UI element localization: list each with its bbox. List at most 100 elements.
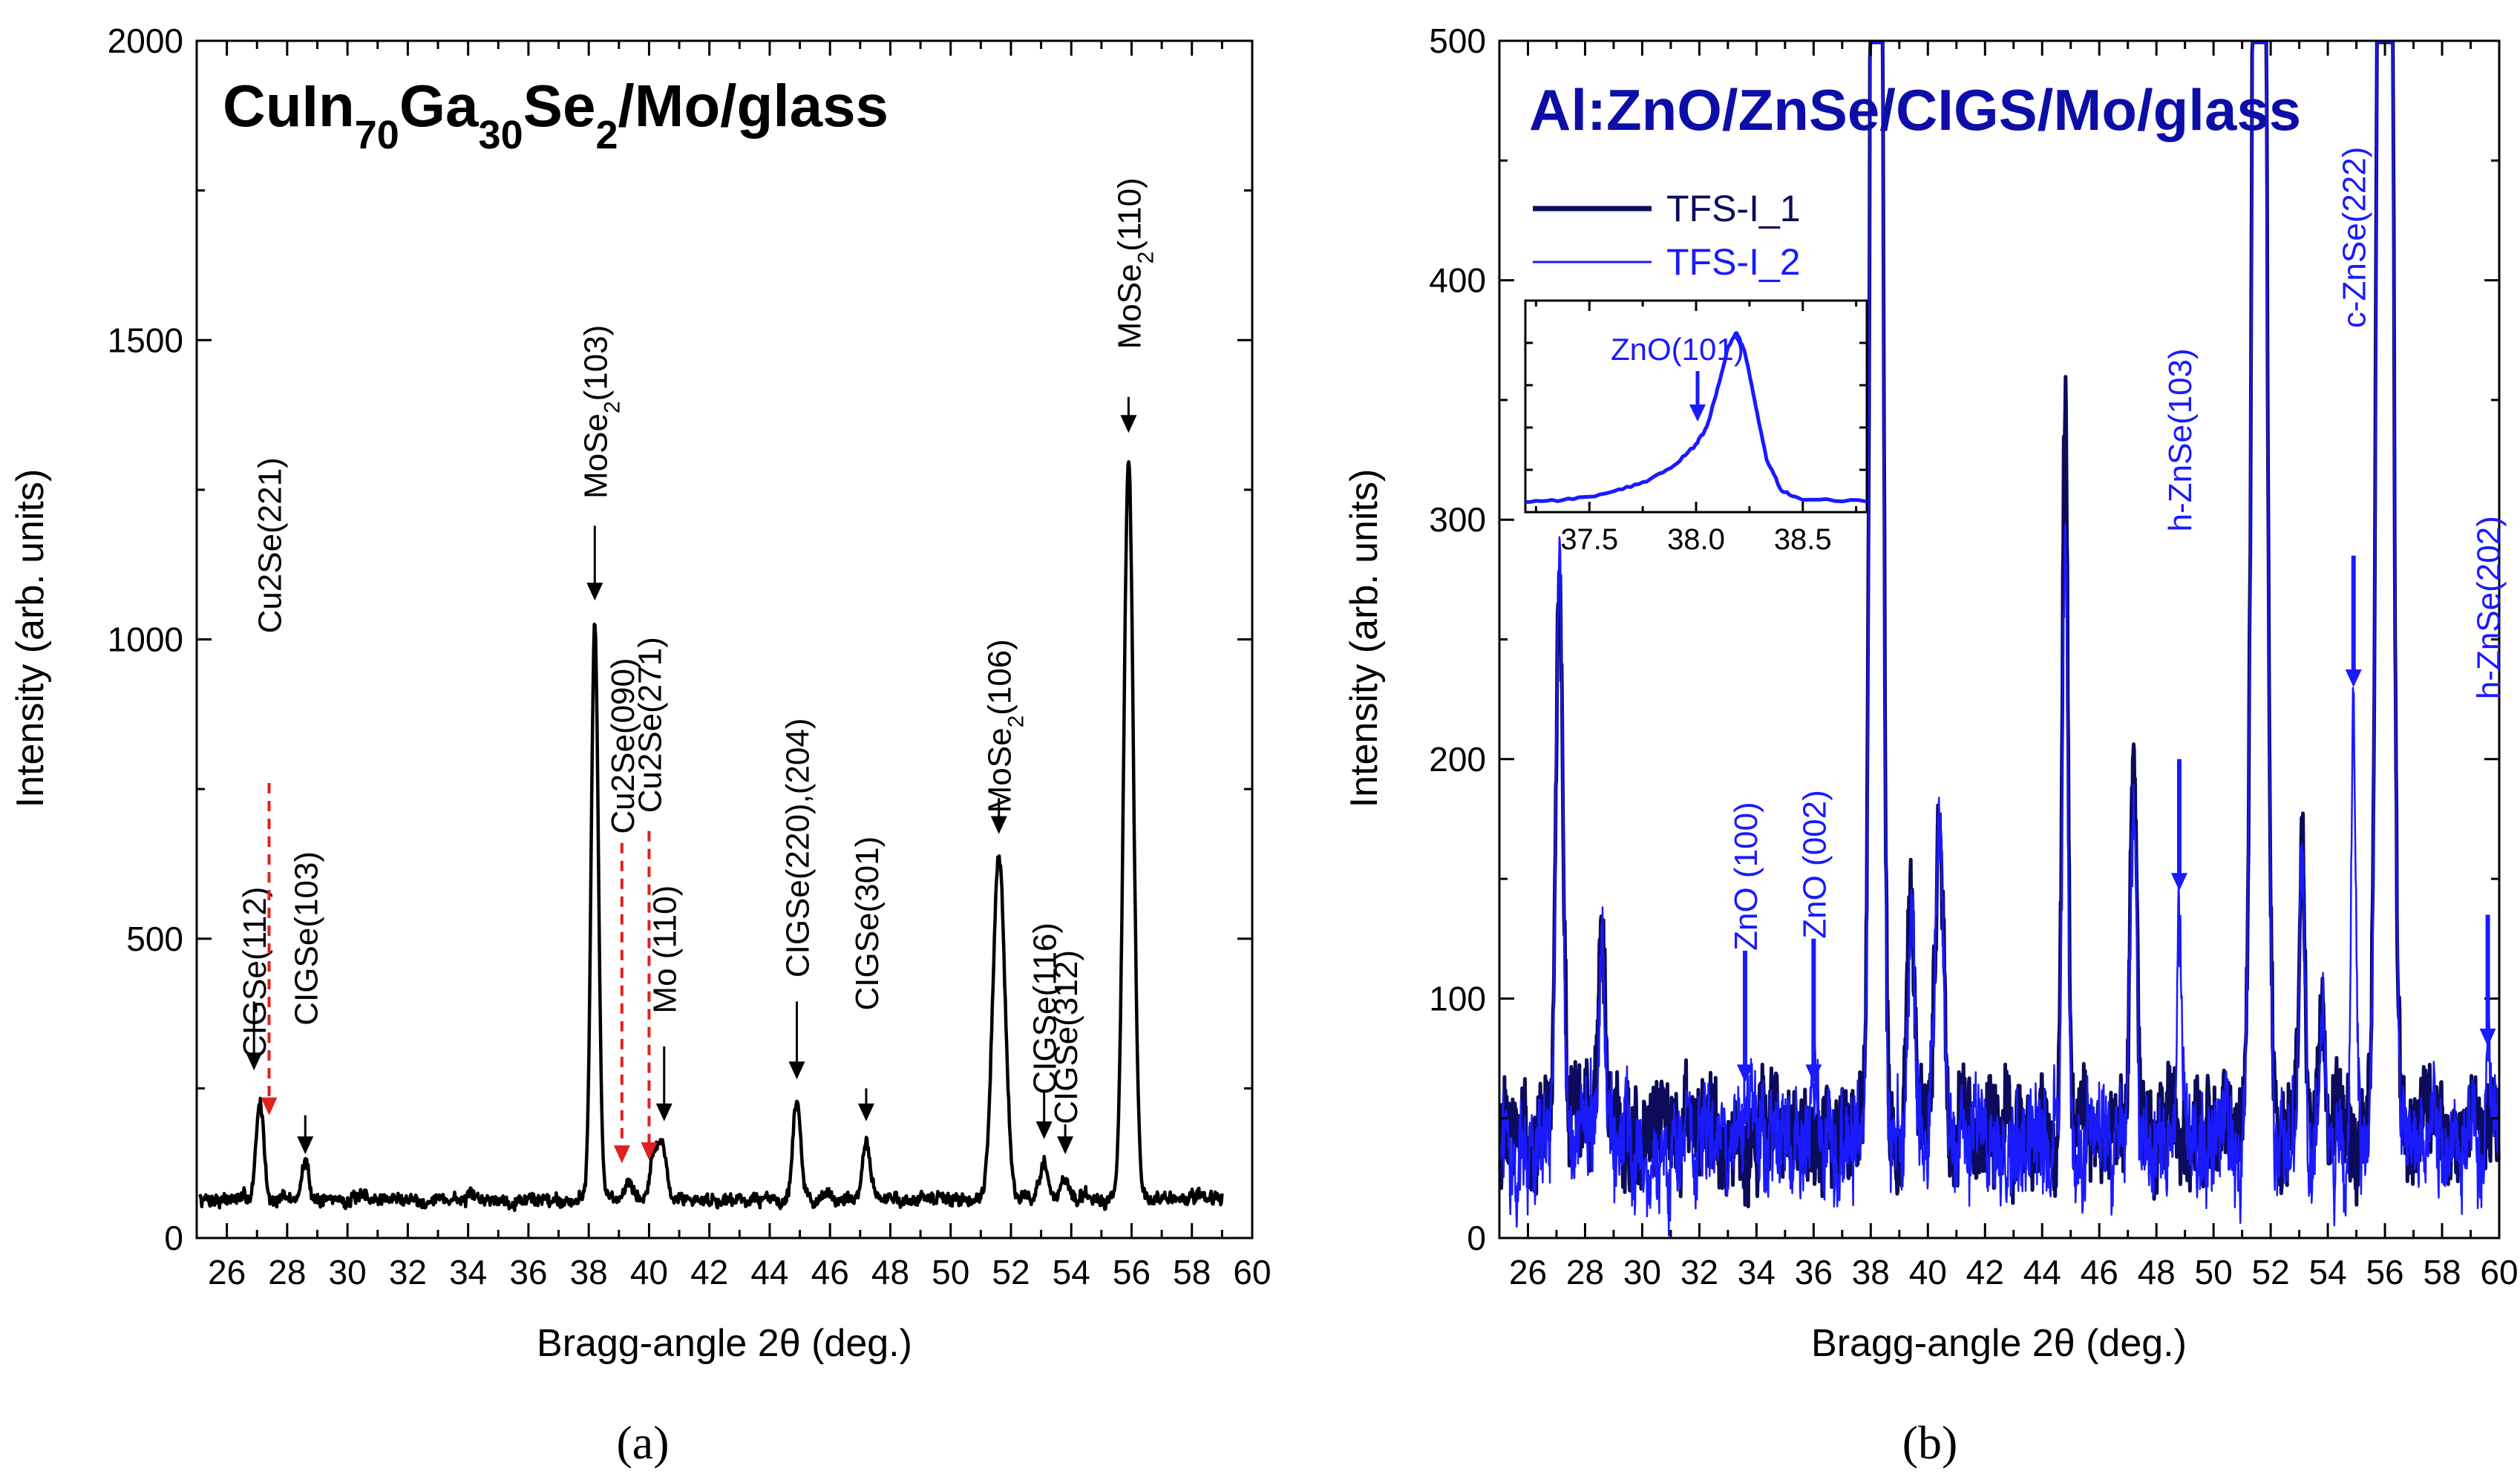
- panel-label-b: (b): [1902, 1416, 1958, 1469]
- annotation-arrow-head: [1805, 1064, 1822, 1083]
- annotation-label-cigse-220-204: CIGSe(220),(204): [780, 718, 816, 977]
- inset-arrow-head: [1689, 405, 1706, 422]
- annotation-label-cigse-103: CIGSe(103): [288, 851, 324, 1026]
- annotation-label-zno-100: ZnO (100): [1728, 802, 1764, 951]
- y-axis-label: Intensity (arb. units): [1343, 469, 1386, 808]
- x-tick-label: 30: [329, 1253, 367, 1291]
- y-tick-label: 0: [164, 1219, 183, 1257]
- x-tick-label: 34: [449, 1253, 487, 1291]
- annotation-arrow-head: [297, 1136, 314, 1155]
- y-tick-label: 500: [1429, 22, 1486, 60]
- annotation-arrow-head: [1120, 415, 1137, 433]
- x-tick-label: 48: [2138, 1253, 2176, 1291]
- x-tick-label: 50: [932, 1253, 969, 1291]
- x-tick-label: 32: [389, 1253, 427, 1291]
- annotation-label-zno-002: ZnO (002): [1796, 790, 1833, 939]
- x-tick-label: 36: [1795, 1253, 1833, 1291]
- x-axis-label: Bragg-angle 2θ (deg.): [537, 1322, 912, 1365]
- legend-label-tfs-i-1: TFS-I_1: [1666, 188, 1801, 229]
- annotation-arrow-head: [641, 1142, 658, 1161]
- x-tick-label: 42: [1966, 1253, 2004, 1291]
- x-tick-label: 54: [1053, 1253, 1090, 1291]
- x-tick-label: 46: [811, 1253, 849, 1291]
- legend-label-tfs-i-2: TFS-I_2: [1666, 241, 1801, 283]
- annotation-arrow-head: [586, 583, 603, 601]
- annotation-arrow-head: [1736, 1064, 1753, 1083]
- x-tick-label: 36: [509, 1253, 547, 1291]
- x-tick-label: 52: [992, 1253, 1030, 1291]
- y-tick-label: 500: [126, 920, 183, 958]
- annotation-label-cigse-116: CIGSe(116): [1027, 923, 1064, 1095]
- x-tick-label: 38: [570, 1253, 608, 1291]
- series-line-tfs-i-2: [1499, 41, 2500, 1237]
- chart-panel-a: 26 28 30 32 34 36 38 40 42 44 46 48 50 52 54 56 58 60 0 500…: [9, 22, 1272, 1469]
- x-tick-label: 32: [1680, 1253, 1718, 1291]
- y-tick-label: 200: [1429, 740, 1486, 779]
- panel-label-a: (a): [616, 1416, 669, 1469]
- x-tick-label: 40: [630, 1253, 668, 1291]
- annotation-label-c-znse-222: c-ZnSe(222): [2337, 147, 2373, 329]
- x-tick-label: 44: [2023, 1253, 2061, 1291]
- series-line-cigs: [198, 460, 1224, 1212]
- inset-annotation-label: ZnO(101): [1611, 332, 1744, 367]
- annotation-arrow-head: [788, 1061, 805, 1080]
- y-tick-label: 2000: [108, 22, 183, 60]
- y-axis-label: Intensity (arb. units): [9, 469, 52, 808]
- annotation-arrow-head: [1057, 1136, 1074, 1155]
- annotation-arrow-head: [857, 1103, 874, 1121]
- annotation-arrow-head: [2479, 1028, 2496, 1047]
- annotation-arrow-head: [2170, 873, 2187, 891]
- x-tick-label: 56: [2366, 1253, 2403, 1291]
- inset-series-line: [1525, 331, 1868, 504]
- x-tick-label: 28: [268, 1253, 306, 1291]
- x-tick-label: 26: [208, 1253, 246, 1291]
- y-tick-label: 0: [1467, 1219, 1486, 1257]
- annotation-label-mose2-103: MoSe2(103): [577, 325, 624, 499]
- annotation-label-h-znse-103: h-ZnSe(103): [2162, 348, 2199, 531]
- annotation-arrow-head: [2345, 669, 2362, 688]
- x-tick-label: 28: [1566, 1253, 1604, 1291]
- inset-x-tick-label: 38.5: [1774, 523, 1832, 556]
- x-tick-label: 52: [2252, 1253, 2290, 1291]
- y-tick-label: 100: [1429, 979, 1486, 1018]
- annotation-label-cu2se-271: Cu2Se(271): [632, 637, 668, 813]
- chart-title: Al:ZnO/ZnSe/CIGS/Mo/glass: [1529, 77, 2301, 143]
- annotation-label-h-znse-202: h-ZnSe(202): [2471, 516, 2507, 699]
- y-tick-label: 300: [1429, 500, 1486, 539]
- x-tick-label: 60: [2480, 1253, 2518, 1291]
- inset-x-tick-label: 37.5: [1560, 523, 1618, 556]
- x-tick-label: 26: [1509, 1253, 1547, 1291]
- inset-chart: 37.5 38.0 38.5 ZnO(101): [1524, 299, 1868, 556]
- annotation-arrow-head: [246, 1052, 263, 1071]
- x-tick-label: 30: [1623, 1253, 1661, 1291]
- x-tick-label: 44: [750, 1253, 788, 1291]
- x-tick-label: 42: [690, 1253, 728, 1291]
- annotation-arrow-head: [1035, 1121, 1053, 1139]
- x-tick-label: 34: [1738, 1253, 1776, 1291]
- x-tick-label: 58: [2423, 1253, 2461, 1291]
- annotation-label-mose2-110: MoSe2(110): [1111, 177, 1158, 349]
- x-tick-label: 58: [1173, 1253, 1211, 1291]
- annotation-label-cigse-112: CIGSe(112): [237, 887, 273, 1059]
- annotation-label-cu2se-221: Cu2Se(221): [252, 457, 289, 633]
- legend: TFS-I_1 TFS-I_2: [1533, 188, 1801, 283]
- x-tick-label: 48: [871, 1253, 909, 1291]
- annotation-arrow-head: [261, 1097, 278, 1116]
- x-axis-label: Bragg-angle 2θ (deg.): [1811, 1322, 2187, 1365]
- chart-title: CuIn70Ga30Se2/Mo/glass: [223, 73, 888, 157]
- annotation-label-cigse-312: CIGSe(312): [1048, 950, 1084, 1124]
- annotation-label-cu2se-090: Cu2Se(090): [605, 658, 641, 834]
- annotation-label-mo-110: Mo (110): [647, 885, 684, 1014]
- annotation-arrow-head: [990, 816, 1007, 834]
- annotation-arrow-head: [613, 1145, 630, 1164]
- x-tick-label: 38: [1852, 1253, 1890, 1291]
- x-tick-label: 56: [1113, 1253, 1151, 1291]
- chart-panel-b: 26 28 30 32 34 36 38 40 42 44 46 48 50 52 54 56 58 60 0 100…: [1343, 22, 2519, 1469]
- x-tick-label: 46: [2081, 1253, 2118, 1291]
- y-tick-label: 1500: [108, 321, 183, 359]
- x-tick-label: 40: [1909, 1253, 1947, 1291]
- y-tick-label: 1000: [108, 620, 183, 659]
- annotation-arrow-head: [655, 1103, 672, 1121]
- x-tick-label: 50: [2195, 1253, 2233, 1291]
